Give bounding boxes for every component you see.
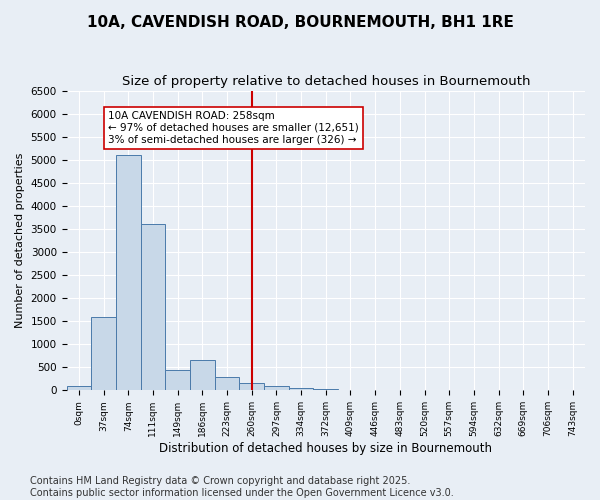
- Text: 10A, CAVENDISH ROAD, BOURNEMOUTH, BH1 1RE: 10A, CAVENDISH ROAD, BOURNEMOUTH, BH1 1R…: [86, 15, 514, 30]
- Bar: [190, 360, 215, 390]
- X-axis label: Distribution of detached houses by size in Bournemouth: Distribution of detached houses by size …: [159, 442, 492, 455]
- Bar: [116, 155, 140, 390]
- Bar: [239, 384, 264, 390]
- Bar: [67, 386, 91, 390]
- Title: Size of property relative to detached houses in Bournemouth: Size of property relative to detached ho…: [122, 75, 530, 88]
- Y-axis label: Number of detached properties: Number of detached properties: [15, 153, 25, 328]
- Bar: [140, 224, 165, 390]
- Bar: [289, 388, 313, 390]
- Bar: [165, 370, 190, 390]
- Text: Contains HM Land Registry data © Crown copyright and database right 2025.
Contai: Contains HM Land Registry data © Crown c…: [30, 476, 454, 498]
- Bar: [91, 316, 116, 390]
- Text: 10A CAVENDISH ROAD: 258sqm
← 97% of detached houses are smaller (12,651)
3% of s: 10A CAVENDISH ROAD: 258sqm ← 97% of deta…: [109, 112, 359, 144]
- Bar: [215, 376, 239, 390]
- Bar: [264, 386, 289, 390]
